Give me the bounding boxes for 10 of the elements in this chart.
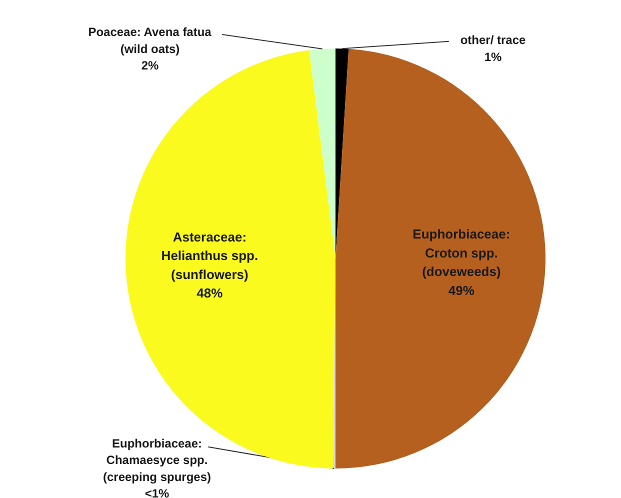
slice-label: Poaceae: Avena fatua (wild oats) <box>88 25 212 56</box>
data-label: 1% <box>484 50 502 64</box>
data-label: 49% <box>448 282 475 298</box>
slice-label: Asteraceae: Helianthus spp. (sunflowers) <box>161 229 258 282</box>
slice-label: Euphorbiaceae: Chamaesyce spp. (creeping spurges) <box>102 436 212 484</box>
slice-label: other/ trace <box>460 33 526 48</box>
data-label: <1% <box>144 486 170 498</box>
data-label: 48% <box>196 286 224 301</box>
data-label: 2% <box>141 58 159 73</box>
slice-label: Euphorbiaceae: Croton spp. (doveweeds) <box>412 226 510 280</box>
